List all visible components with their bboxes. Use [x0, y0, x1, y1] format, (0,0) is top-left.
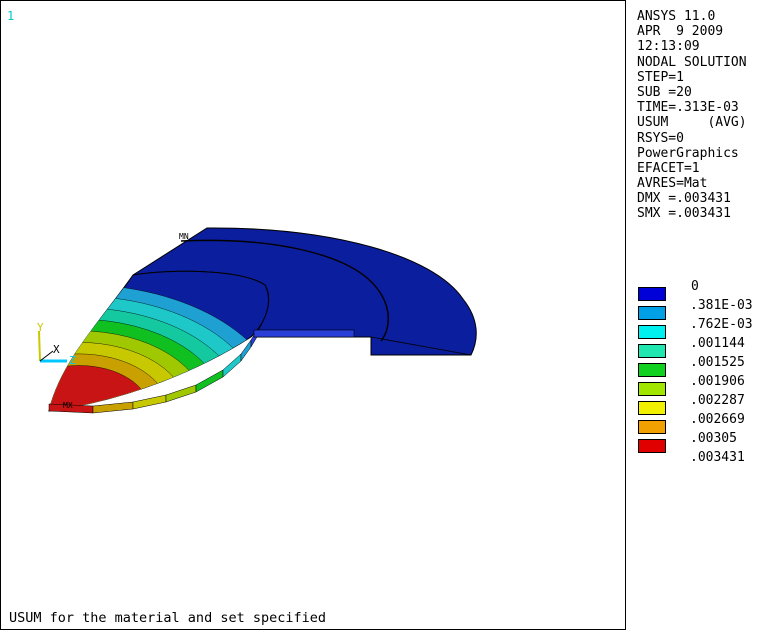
plot-caption: USUM for the material and set specified — [9, 610, 326, 626]
triad-x-axis — [39, 350, 54, 362]
legend-label: .003431 — [690, 450, 745, 465]
info-line: ANSYS 11.0 — [637, 9, 716, 24]
legend-swatch — [638, 344, 666, 358]
legend-swatch — [638, 401, 666, 415]
triad-y-label: Y — [37, 321, 44, 334]
window-number: 1 — [7, 9, 15, 23]
info-line: RSYS=0 — [637, 130, 684, 146]
coordinate-triad: Y X Z — [37, 321, 76, 367]
model-view[interactable]: MN MX Y X Z — [1, 1, 627, 631]
contour-band — [49, 365, 151, 411]
info-line: AVRES=Mat — [637, 176, 708, 192]
rim-segment — [132, 394, 167, 410]
legend-label: .381E-03 — [690, 298, 753, 313]
info-line: NODAL SOLUTION — [637, 54, 747, 70]
triad-x-label: X — [53, 343, 60, 356]
legend-swatch — [638, 439, 666, 453]
legend-label: .002669 — [690, 412, 745, 427]
legend-label: .762E-03 — [690, 317, 753, 332]
legend-swatch — [638, 363, 666, 377]
legend-swatch — [638, 420, 666, 434]
info-line: TIME=.313E-03 — [637, 100, 739, 116]
legend-label: .002287 — [690, 393, 745, 408]
triad-z-label: Z — [69, 354, 76, 367]
rim-segment — [240, 339, 252, 362]
outer-rim-edge — [370, 336, 472, 356]
info-line: STEP=1 — [637, 69, 684, 85]
rim-segment — [165, 384, 197, 403]
legend-label: .00305 — [690, 431, 737, 446]
solution-info-panel: ANSYS 11.0 APR 9 2009 12:13:09 NODAL SOLUTI… — [637, 9, 779, 222]
info-line: DMX =.003431 — [637, 191, 731, 207]
legend-label: 0 — [691, 279, 699, 294]
info-line: SMX =.003431 — [637, 206, 731, 222]
max-label: MX — [63, 401, 73, 410]
legend-swatch — [638, 382, 666, 396]
info-line: EFACET=1 — [637, 160, 700, 176]
triad-y-axis — [38, 330, 41, 362]
min-label: MN — [179, 232, 189, 241]
legend-swatch — [638, 287, 666, 301]
info-line: APR 9 2009 — [637, 24, 724, 40]
legend-label: .001906 — [690, 374, 745, 389]
info-line: PowerGraphics — [637, 145, 739, 161]
inner-seam-line — [180, 239, 389, 342]
info-line: SUB =20 — [637, 84, 692, 100]
info-line: 12:13:09 — [637, 39, 700, 55]
rim-segment — [195, 369, 224, 393]
graphics-viewport[interactable]: 1 MN MX Y X Z USUM for the material and … — [0, 0, 626, 630]
rim-segment — [222, 353, 242, 378]
rim-segment — [92, 401, 134, 414]
legend-label: .001525 — [690, 355, 745, 370]
legend-label: .001144 — [690, 336, 745, 351]
edge-bar — [253, 329, 355, 338]
info-line: USUM (AVG) — [637, 115, 747, 131]
legend-swatch — [638, 306, 666, 320]
legend-swatch — [638, 325, 666, 339]
